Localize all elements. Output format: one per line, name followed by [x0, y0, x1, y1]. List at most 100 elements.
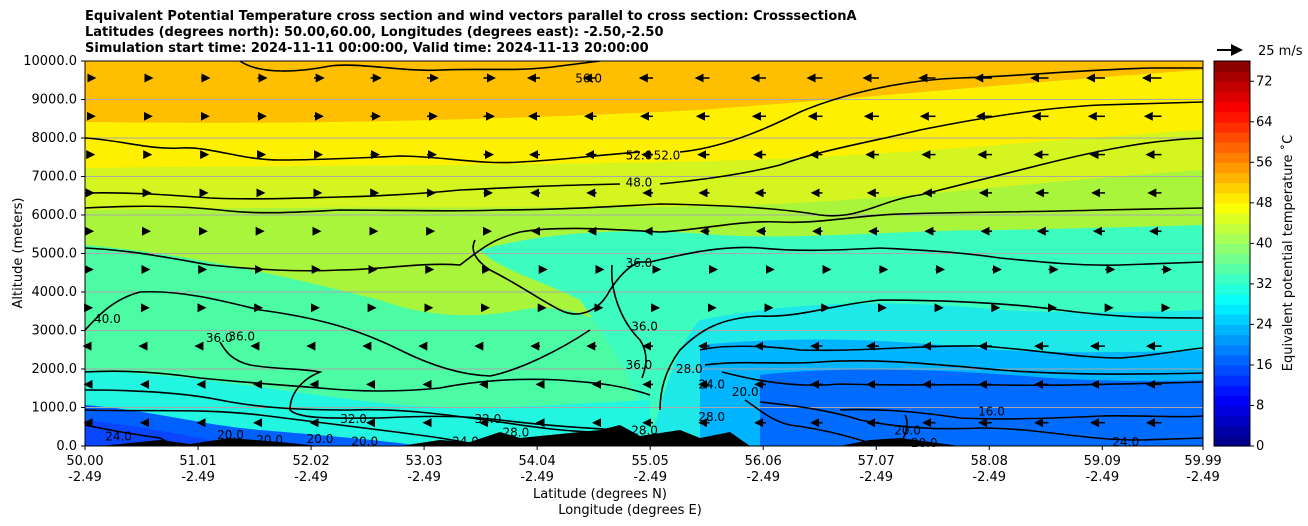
colorbar-segment [1214, 91, 1250, 103]
x-tick-label-latitude: 54.04 [519, 454, 556, 469]
x-axis: 50.00-2.4951.01-2.4952.02-2.4953.03-2.49… [66, 446, 1222, 485]
colorbar-segment [1214, 324, 1250, 336]
colorbar-segment [1214, 212, 1250, 224]
contour-label: 20.0 [351, 434, 378, 448]
y-tick-label: 4000.0 [32, 285, 78, 300]
contour-label: 36.0 [228, 329, 255, 343]
contour-label: 52.0 [654, 148, 681, 162]
x-tick-label-longitude: -2.49 [1085, 470, 1119, 485]
contour-label: 28.0 [503, 426, 530, 440]
colorbar-segment [1214, 415, 1250, 427]
x-tick-label-longitude: -2.49 [633, 470, 667, 485]
x-tick-label-latitude: 58.08 [971, 454, 1008, 469]
contour-line [219, 341, 621, 431]
contour-line [610, 264, 647, 379]
colorbar-segment [1214, 182, 1250, 194]
contour-label: 16.0 [978, 404, 1005, 418]
chart-title-line-2: Latitudes (degrees north): 50.00,60.00, … [85, 25, 664, 40]
contour-line [704, 360, 1203, 375]
y-axis: 0.0 1000.0 2000.0 3000.0 4000.0 5000.0 6000.0 7… [23, 54, 85, 454]
x-axis-label-latitude: Latitude (degrees N) [533, 487, 667, 502]
colorbar-segment [1214, 131, 1250, 143]
contour-line [239, 61, 601, 72]
x-tick-label-latitude: 59.99 [1184, 454, 1221, 469]
colorbar-segment [1214, 71, 1250, 82]
x-tick-label-longitude: -2.49 [972, 470, 1006, 485]
y-tick-label: 10000.0 [23, 54, 77, 69]
x-tick-label-latitude: 53.03 [405, 454, 442, 469]
contour-line [839, 408, 1203, 420]
colorbar-tick-label: 64 [1256, 115, 1273, 130]
colorbar-segment [1214, 304, 1250, 315]
colorbar-segment [1214, 101, 1250, 113]
x-axis-label-longitude: Longitude (degrees E) [558, 503, 702, 518]
contour-label: 40.0 [94, 312, 121, 326]
contour-label: 56.0 [575, 71, 602, 85]
contour-line [85, 137, 1203, 217]
y-tick-label: 9000.0 [32, 93, 78, 108]
contour-line [85, 183, 621, 200]
colorbar-segment [1214, 111, 1250, 123]
x-tick-label-longitude: -2.49 [859, 470, 893, 485]
contour-label: 24.0 [105, 429, 132, 443]
colorbar-segment [1214, 364, 1250, 376]
x-tick-label-latitude: 57.07 [858, 454, 895, 469]
colorbar-segment [1214, 162, 1250, 174]
colorbar-segment [1214, 334, 1250, 346]
colorbar-frame [1213, 60, 1251, 447]
contour-label: 24.0 [698, 377, 725, 391]
colorbar-segment [1214, 61, 1250, 72]
contour-label: 48.0 [626, 175, 653, 189]
colorbar-segment [1214, 435, 1250, 447]
colorbar-segment [1214, 233, 1250, 244]
chart-title-line-3: Simulation start time: 2024-11-11 00:00:… [85, 41, 649, 56]
contour-label: 36.0 [206, 331, 233, 345]
colorbar-tick-label: 48 [1256, 196, 1273, 211]
contour-line [85, 370, 651, 396]
contour-label: 24.0 [452, 434, 479, 448]
contour-label: 32.0 [340, 412, 367, 426]
x-tick-label-longitude: -2.49 [68, 470, 102, 485]
y-axis-label: Altitude (meters) [11, 198, 26, 309]
colorbar-segment [1214, 192, 1250, 204]
x-tick-label-longitude: -2.49 [1186, 470, 1220, 485]
contour-label: 20.0 [894, 424, 921, 438]
contour-line [85, 137, 641, 164]
colorbar-segment [1214, 425, 1250, 437]
colorbar-segment [1214, 354, 1250, 366]
colorbar-segment [1214, 294, 1250, 305]
colorbar-segment [1214, 405, 1250, 417]
contour-line [699, 345, 1203, 359]
y-tick-label: 3000.0 [32, 324, 78, 339]
colorbar-tick-label: 24 [1256, 317, 1273, 332]
contour-line [679, 67, 1203, 153]
colorbar-segment [1214, 223, 1250, 234]
colorbar-segment [1214, 152, 1250, 163]
contour-line [659, 299, 1203, 411]
colorbar-segment [1214, 172, 1250, 184]
x-tick-label-longitude: -2.49 [181, 470, 215, 485]
colorbar-tick-label: 40 [1256, 236, 1273, 251]
y-tick-label: 6000.0 [32, 208, 78, 223]
contour-line [744, 399, 881, 446]
contour-line [659, 101, 1203, 185]
contour-line [85, 424, 176, 446]
colorbar-segment [1214, 253, 1250, 265]
y-tick-label: 7000.0 [32, 170, 78, 185]
x-tick-label-latitude: 59.09 [1084, 454, 1121, 469]
contour-label: 36.0 [626, 256, 653, 270]
y-tick-label: 2000.0 [32, 362, 78, 377]
colorbar-tick-label: 16 [1256, 358, 1273, 373]
colorbar-tick-label: 32 [1256, 277, 1273, 292]
y-tick-label: 1000.0 [32, 401, 78, 416]
contour-label: 20.0 [307, 432, 334, 446]
contour-label: 20.0 [256, 433, 283, 447]
colorbar-tick-label: 72 [1256, 74, 1273, 89]
contour-line [85, 207, 1203, 272]
colorbar: 0 8 16 24 32 40 48 56 64 72 [1213, 60, 1273, 454]
colorbar-segment [1214, 314, 1250, 326]
x-tick-label-longitude: -2.49 [294, 470, 328, 485]
contour-label: 28.0 [631, 424, 658, 438]
contour-line [85, 409, 481, 446]
